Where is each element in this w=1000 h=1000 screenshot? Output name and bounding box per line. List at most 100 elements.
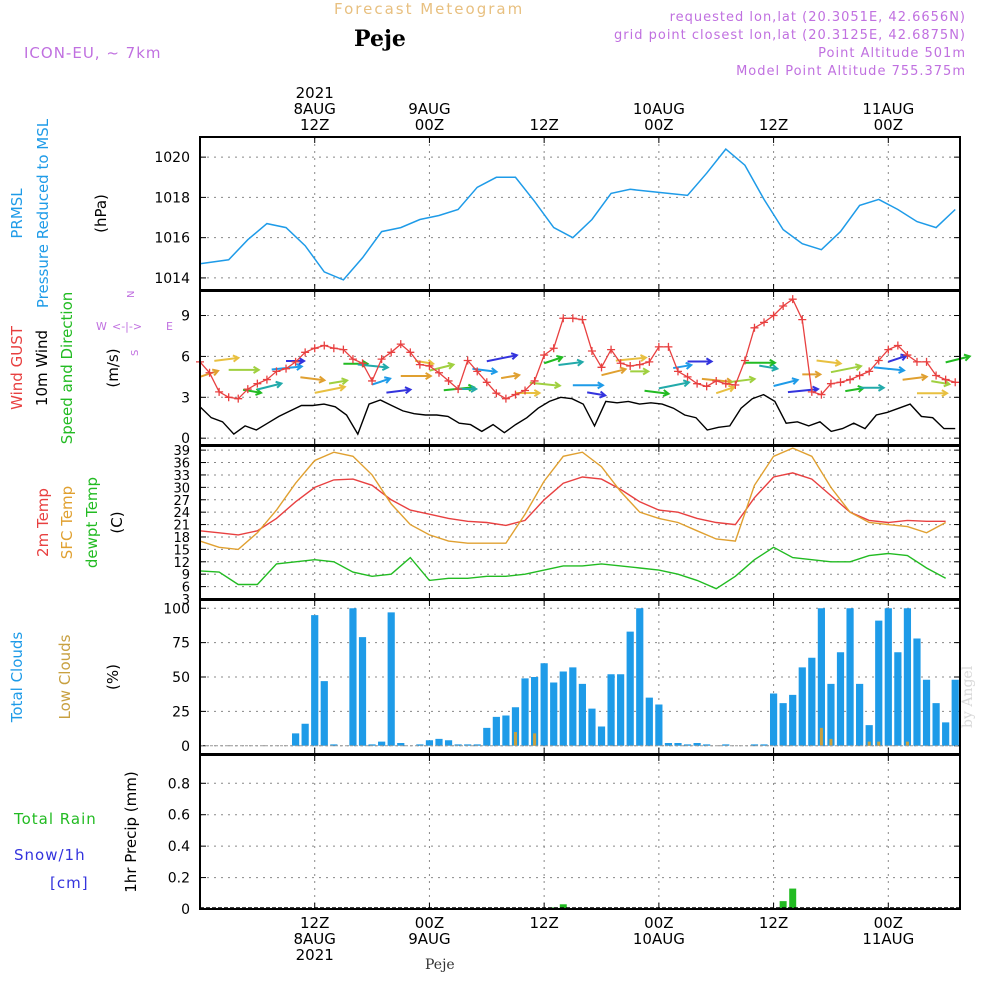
clouds-unit-label: (%) — [104, 664, 122, 690]
wind-arrow-head — [298, 357, 306, 365]
precip-ytick-label: 0.8 — [168, 776, 190, 792]
wind-arrow-head — [814, 370, 823, 379]
gust-marker — [454, 385, 463, 394]
pressure-axis-label: Pressure Reduced to MSL — [34, 118, 52, 308]
gust-marker — [645, 357, 654, 366]
gust-marker — [865, 367, 874, 376]
wind-arrow — [257, 382, 282, 391]
gust-marker — [912, 357, 921, 366]
pressure-ytick-label: 1016 — [154, 231, 190, 247]
series-2m-temp-line — [199, 472, 946, 536]
total-cloud-bar — [368, 744, 376, 746]
wind-arrow-head — [639, 354, 648, 363]
wind-arrow-head — [510, 352, 519, 360]
precip-ytick-label: 0 — [181, 902, 190, 918]
wind-arrow-head — [877, 383, 886, 392]
wind-arrow-head — [470, 385, 479, 393]
total-cloud-bar — [569, 667, 577, 746]
wind-arrow-head — [854, 363, 863, 371]
gust-marker — [846, 375, 855, 384]
total-cloud-bar — [435, 738, 443, 746]
temp-ytick-label: 27 — [173, 494, 190, 509]
requested-coords: requested lon,lat (20.3051E, 42.6656N) — [669, 10, 966, 25]
bottom-time-label: 10AUG — [633, 930, 685, 948]
gust-marker — [616, 359, 625, 368]
wind-arrow — [300, 376, 325, 382]
gust-marker — [855, 371, 864, 380]
total-cloud-bar — [550, 682, 558, 746]
gust-marker — [941, 375, 950, 384]
gust-marker — [339, 345, 348, 354]
total-cloud-bar — [492, 716, 500, 746]
total-cloud-bar — [588, 708, 596, 746]
pressure-ytick-label: 1014 — [154, 271, 190, 287]
total-cloud-bar — [655, 704, 663, 746]
top-time-label: 12Z — [300, 116, 329, 134]
series-sfc-temp-line — [199, 447, 946, 551]
temp-ytick-label: 30 — [173, 481, 190, 496]
total-cloud-bar — [932, 703, 940, 746]
wind-arrow — [214, 356, 239, 362]
total-cloud-bar — [922, 679, 931, 746]
gust-marker — [310, 344, 319, 353]
total-cloud-bar — [320, 681, 328, 746]
wind-arrow — [759, 364, 778, 370]
gust-marker — [788, 295, 797, 304]
total-cloud-bar — [511, 707, 520, 746]
total-cloud-bar — [703, 744, 711, 746]
gust-marker — [635, 360, 644, 369]
wind-arrow-head — [381, 363, 390, 371]
wind-arrow-head — [771, 363, 780, 372]
wind-arrow — [773, 379, 798, 387]
bottom-time-label: 8AUG — [294, 930, 336, 948]
total-cloud-bar — [578, 683, 586, 746]
pressure-unit-label: (hPa) — [92, 194, 110, 233]
clouds-ytick-label: 50 — [172, 670, 190, 686]
wind-arrow — [587, 391, 606, 397]
gust-marker — [301, 348, 310, 357]
gust-marker — [272, 367, 281, 376]
footer-location: Peje — [425, 957, 455, 973]
gust-marker — [798, 315, 807, 324]
total-cloud-bar — [827, 683, 835, 746]
total-cloud-bar — [311, 615, 319, 746]
wind-arrow-head — [599, 390, 608, 399]
wind-arrow-head — [963, 353, 972, 362]
gust-marker — [549, 344, 558, 353]
precip-legend-label: Total Rain — [13, 810, 97, 828]
total-cloud-bar — [521, 678, 529, 746]
total-cloud-bar — [817, 608, 825, 746]
point-altitude: Point Altitude 501m — [818, 46, 966, 61]
wind-arrow-head — [834, 359, 843, 367]
wind-ytick-label: 0 — [181, 431, 190, 447]
gust-marker — [387, 348, 396, 357]
precip-legend-label: Snow/1h — [14, 846, 86, 864]
wind-arrow-head — [533, 389, 542, 397]
gust-marker — [826, 379, 835, 388]
series-dewpt-line — [199, 546, 946, 590]
compass-east-label: E — [166, 320, 173, 333]
pressure-ytick-label: 1020 — [154, 150, 190, 166]
total-cloud-bar — [378, 741, 386, 746]
wind-arrow — [816, 359, 841, 365]
wind-arrow — [730, 377, 755, 383]
compass-arrows: <-|-> — [112, 320, 142, 333]
top-time-label: 00Z — [874, 116, 903, 134]
wind-arrow — [902, 375, 927, 381]
total-cloud-bar — [769, 693, 778, 746]
gust-marker — [664, 342, 673, 351]
gust-marker — [224, 393, 233, 402]
wind-arrow — [887, 354, 907, 363]
bottom-time-label: 00Z — [874, 914, 903, 932]
top-time-label: 2021 — [296, 84, 334, 102]
wind-arrow-head — [553, 381, 562, 390]
wind-ytick-label: 3 — [181, 390, 190, 406]
wind-arrow — [715, 386, 735, 395]
temp-axis-label: SFC Temp — [58, 486, 76, 559]
wind-arrow-head — [920, 373, 929, 382]
gust-marker — [731, 381, 740, 390]
gust-marker — [712, 376, 721, 385]
gust-marker — [511, 390, 520, 399]
wind-arrow-head — [338, 383, 347, 392]
gust-marker — [348, 355, 357, 364]
